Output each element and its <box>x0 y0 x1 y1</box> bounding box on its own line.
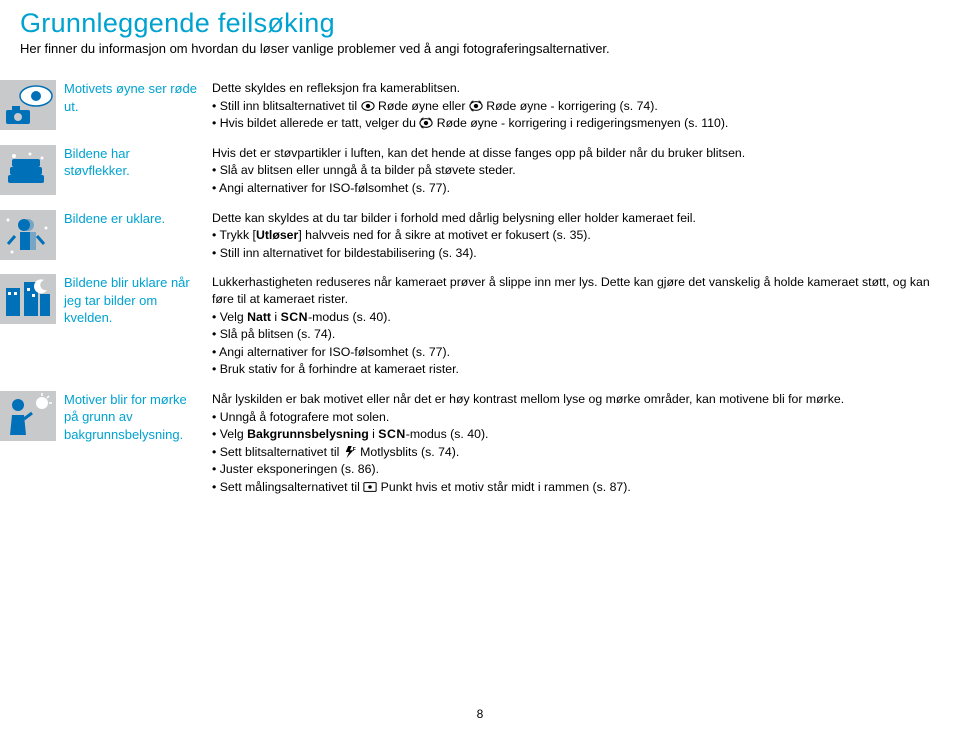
table-row: Bildene har støvflekker. Hvis det er stø… <box>0 139 960 204</box>
page-number: 8 <box>0 707 960 721</box>
row-icon <box>0 139 64 204</box>
troubleshooting-table: Motivets øyne ser røde ut. Dette skyldes… <box>0 74 960 502</box>
row-desc: Når lyskilden er bak motivet eller når d… <box>212 385 960 503</box>
backlight-icon <box>0 391 56 441</box>
table-row: Bildene er uklare. Dette kan skyldes at … <box>0 204 960 269</box>
row-desc: Dette kan skyldes at du tar bilder i for… <box>212 204 960 269</box>
row-desc: Lukkerhastigheten reduseres når kameraet… <box>212 268 960 385</box>
row-label: Bildene blir uklare når jeg tar bilder o… <box>64 268 212 385</box>
row-label: Bildene er uklare. <box>64 204 212 269</box>
row-label: Bildene har støvflekker. <box>64 139 212 204</box>
row-label: Motiver blir for mørke på grunn av bakgr… <box>64 385 212 503</box>
row-desc: Hvis det er støvpartikler i luften, kan … <box>212 139 960 204</box>
page-title: Grunnleggende feilsøking <box>0 0 960 41</box>
night-icon <box>0 274 56 324</box>
row-icon <box>0 385 64 503</box>
svg-text:F: F <box>352 447 355 453</box>
table-row: Motiver blir for mørke på grunn av bakgr… <box>0 385 960 503</box>
row-icon <box>0 74 64 139</box>
page-subtitle: Her finner du informasjon om hvordan du … <box>0 41 960 74</box>
row-icon <box>0 268 64 385</box>
table-row: Motivets øyne ser røde ut. Dette skyldes… <box>0 74 960 139</box>
dust-icon <box>0 145 56 195</box>
table-row: Bildene blir uklare når jeg tar bilder o… <box>0 268 960 385</box>
row-desc: Dette skyldes en refleksjon fra kamerabl… <box>212 74 960 139</box>
row-label: Motivets øyne ser røde ut. <box>64 74 212 139</box>
blur-icon <box>0 210 56 260</box>
row-icon <box>0 204 64 269</box>
red-eye-icon <box>0 80 56 130</box>
